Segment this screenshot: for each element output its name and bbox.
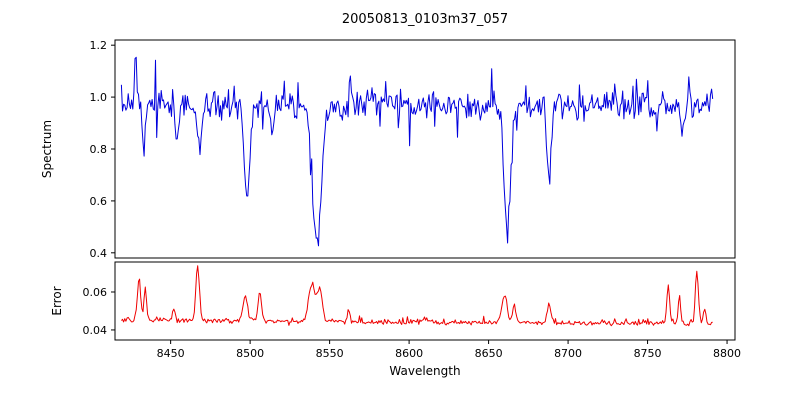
y-tick-label: 0.6 <box>90 195 108 208</box>
y-tick-label: 0.4 <box>90 247 108 260</box>
y-tick-label: 0.04 <box>83 324 108 337</box>
x-axis-label: Wavelength <box>389 364 461 378</box>
x-tick-label: 8600 <box>395 347 423 360</box>
error-line <box>121 265 713 327</box>
x-tick-label: 8750 <box>634 347 662 360</box>
y-tick-label: 0.8 <box>90 143 108 156</box>
y-tick-label: 1.2 <box>90 39 108 52</box>
y-tick-label: 0.06 <box>83 286 108 299</box>
y-tick-label: 1.0 <box>90 91 108 104</box>
x-tick-label: 8650 <box>475 347 503 360</box>
x-tick-label: 8450 <box>157 347 185 360</box>
x-tick-label: 8550 <box>316 347 344 360</box>
x-tick-label: 8500 <box>236 347 264 360</box>
chart-title: 20050813_0103m37_057 <box>341 12 509 27</box>
x-tick-label: 8800 <box>713 347 741 360</box>
error-axes-spine <box>114 261 736 341</box>
x-tick-label: 8700 <box>554 347 582 360</box>
spectrum-axes-spine <box>114 39 736 259</box>
spectrum-line <box>120 56 714 247</box>
